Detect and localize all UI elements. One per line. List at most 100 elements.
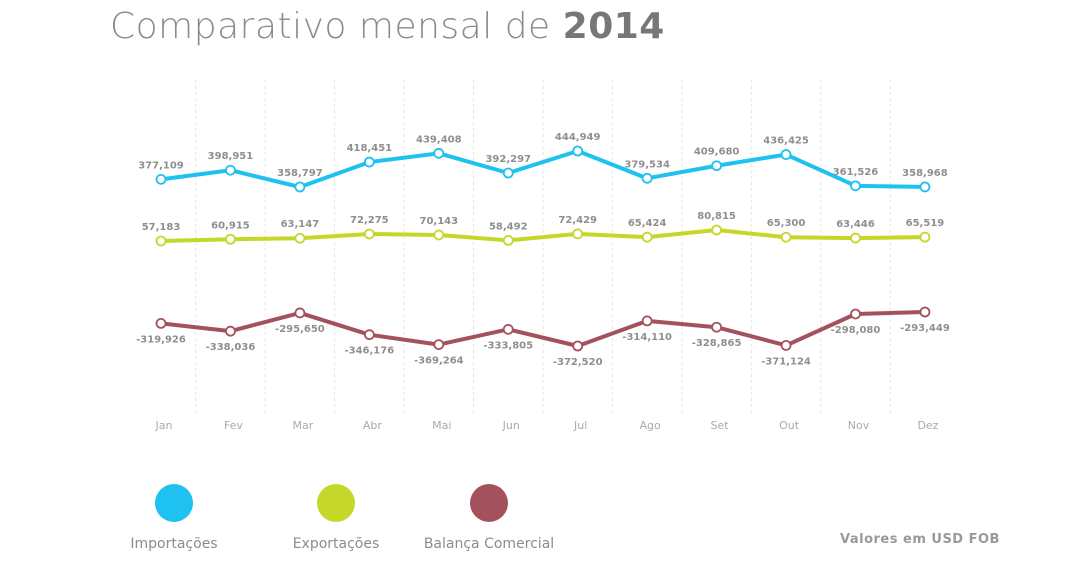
data-point[interactable] — [433, 339, 445, 350]
data-point[interactable] — [850, 180, 861, 192]
data-point[interactable] — [502, 167, 514, 179]
data-label: 377,109 — [138, 160, 184, 171]
x-tick-label: Mar — [293, 419, 314, 432]
data-label: 60,915 — [211, 220, 250, 231]
data-label: 436,425 — [763, 136, 809, 147]
series-0: 377,109 398,951 358,797 418,451 439,408 392,2… — [138, 132, 948, 193]
data-label: 361,526 — [833, 167, 879, 178]
legend-item-exportacoes: Exportações — [266, 484, 406, 552]
data-label: -333,805 — [483, 340, 533, 351]
data-point[interactable] — [363, 329, 375, 341]
legend-label-balanca: Balança Comercial — [423, 536, 555, 552]
data-point[interactable] — [155, 235, 167, 247]
data-label: 65,424 — [628, 218, 667, 229]
data-point[interactable] — [850, 308, 861, 320]
data-point[interactable] — [155, 317, 167, 329]
data-point[interactable] — [225, 233, 236, 245]
series-1: 57,183 60,915 63,147 72,275 70,143 58,492 72,4… — [142, 211, 945, 247]
data-point[interactable] — [780, 149, 792, 160]
data-label: 63,147 — [281, 219, 320, 230]
data-point[interactable] — [711, 224, 722, 236]
data-point[interactable] — [155, 173, 167, 185]
data-point[interactable] — [294, 307, 306, 319]
data-point[interactable] — [572, 145, 584, 157]
x-tick-label: Mai — [432, 419, 451, 432]
data-point[interactable] — [363, 156, 375, 168]
chart-title-prefix: Comparativo mensal de — [110, 6, 551, 47]
data-label: 418,451 — [347, 143, 393, 154]
data-label: 80,815 — [697, 211, 736, 222]
data-label: 358,968 — [902, 168, 948, 179]
data-point[interactable] — [294, 232, 306, 244]
data-point[interactable] — [641, 315, 653, 327]
x-tick-label: Jun — [502, 419, 520, 432]
data-point[interactable] — [572, 228, 584, 240]
data-point[interactable] — [433, 147, 445, 159]
data-point[interactable] — [294, 181, 306, 193]
data-point[interactable] — [641, 172, 653, 184]
legend-swatch-importacoes — [155, 484, 193, 522]
x-tick-label: Fev — [224, 419, 243, 432]
x-tick-label: Out — [779, 419, 800, 432]
line-chart: Jan Fev Mar Abr Mai Jun Jul Ago Set Out Nov Dez 377… — [136, 80, 950, 432]
data-label: 57,183 — [142, 222, 181, 233]
series-line — [160, 149, 925, 189]
data-label: 392,297 — [485, 154, 531, 165]
x-axis-labels: Jan Fev Mar Abr Mai Jun Jul Ago Set Out Nov Dez — [155, 419, 939, 432]
series-2: -319,926 -338,036 -295,650 -346,176 -369,264… — [136, 306, 950, 368]
legend-item-balanca: Balança Comercial — [419, 484, 559, 552]
data-label: -338,036 — [206, 342, 256, 353]
x-tick-label: Nov — [848, 419, 870, 432]
data-label: 65,519 — [906, 218, 945, 229]
legend-label-exportacoes: Exportações — [292, 536, 380, 552]
data-label: 409,680 — [694, 147, 740, 158]
data-label: 72,429 — [558, 215, 597, 226]
data-label: -372,520 — [553, 357, 603, 368]
x-tick-label: Set — [711, 419, 730, 432]
grid-lines — [195, 80, 891, 415]
data-label: -319,926 — [136, 334, 186, 345]
data-point[interactable] — [225, 164, 236, 176]
data-point[interactable] — [572, 340, 584, 352]
x-tick-label: Jul — [573, 419, 587, 432]
data-point[interactable] — [919, 231, 931, 243]
series-group: 377,109 398,951 358,797 418,451 439,408 392,2… — [136, 132, 950, 368]
legend-swatch-exportacoes — [317, 484, 355, 522]
data-label: -346,176 — [344, 346, 394, 357]
data-label: 379,534 — [624, 159, 670, 170]
data-point[interactable] — [919, 181, 931, 193]
data-label: 63,446 — [836, 219, 875, 230]
x-tick-label: Ago — [640, 419, 662, 432]
chart-title: Comparativo mensal de 2014 — [110, 6, 665, 47]
data-point[interactable] — [502, 323, 514, 335]
data-label: -314,110 — [622, 332, 672, 343]
currency-note: Valores em USD FOB — [840, 532, 1000, 547]
series-line — [160, 228, 925, 243]
chart-title-year: 2014 — [562, 6, 665, 47]
data-point[interactable] — [711, 160, 722, 172]
data-label: 72,275 — [350, 215, 389, 226]
data-point[interactable] — [225, 325, 236, 337]
data-label: -328,865 — [692, 338, 742, 349]
data-point[interactable] — [850, 232, 861, 244]
data-label: 439,408 — [416, 134, 462, 145]
data-point[interactable] — [433, 229, 445, 241]
data-label: -295,650 — [275, 324, 325, 335]
legend-label-importacoes: Importações — [130, 536, 218, 552]
data-point[interactable] — [780, 231, 792, 243]
data-point[interactable] — [641, 231, 653, 243]
data-point[interactable] — [711, 321, 722, 333]
data-point[interactable] — [919, 306, 931, 318]
data-label: 58,492 — [489, 221, 528, 232]
legend-swatch-balanca — [470, 484, 508, 522]
data-label: -298,080 — [831, 325, 881, 336]
data-label: 358,797 — [277, 168, 323, 179]
x-tick-label: Dez — [917, 419, 938, 432]
data-point[interactable] — [363, 228, 375, 240]
data-label: 65,300 — [767, 218, 806, 229]
x-tick-label: Jan — [155, 419, 173, 432]
data-point[interactable] — [780, 339, 792, 351]
data-point[interactable] — [502, 234, 514, 246]
series-line — [160, 310, 926, 348]
data-label: 444,949 — [555, 132, 601, 143]
